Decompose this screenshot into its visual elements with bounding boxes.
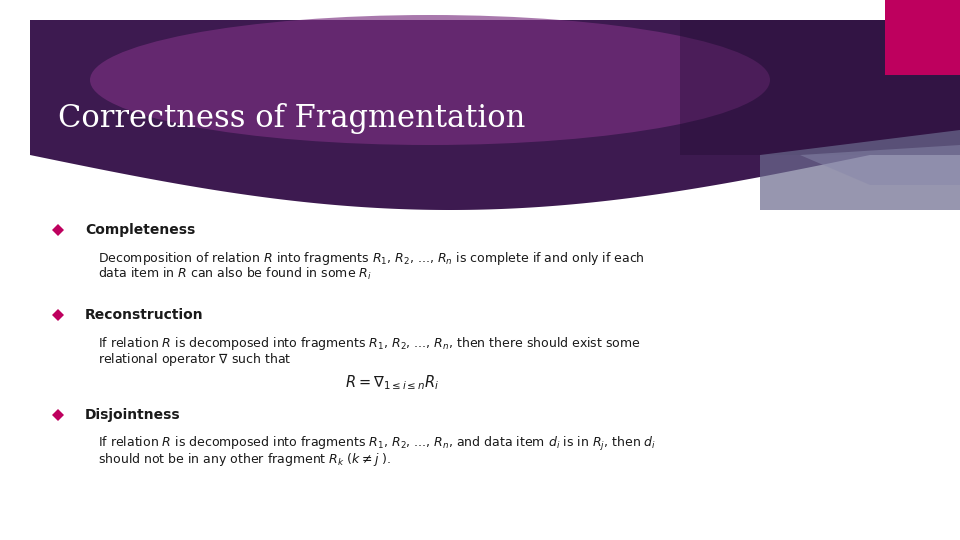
Text: If relation $R$ is decomposed into fragments $R_1$, $R_2$, ..., $R_n$, and data : If relation $R$ is decomposed into fragm… xyxy=(98,435,657,453)
Bar xyxy=(885,0,960,30)
Text: relational operator $\nabla$ such that: relational operator $\nabla$ such that xyxy=(98,351,292,368)
Text: If relation $R$ is decomposed into fragments $R_1$, $R_2$, ..., $R_n$, then ther: If relation $R$ is decomposed into fragm… xyxy=(98,335,641,352)
Bar xyxy=(885,0,960,75)
Polygon shape xyxy=(800,145,960,185)
Text: $R = \nabla_{1\leq i\leq n}R_i$: $R = \nabla_{1\leq i\leq n}R_i$ xyxy=(345,373,440,392)
Text: Disjointness: Disjointness xyxy=(85,408,180,422)
Polygon shape xyxy=(52,224,64,236)
Polygon shape xyxy=(760,130,960,210)
Text: Completeness: Completeness xyxy=(85,223,195,237)
Ellipse shape xyxy=(90,15,770,145)
Text: Decomposition of relation $R$ into fragments $R_1$, $R_2$, ..., $R_n$ is complet: Decomposition of relation $R$ into fragm… xyxy=(98,250,645,267)
Text: Correctness of Fragmentation: Correctness of Fragmentation xyxy=(58,103,525,133)
Polygon shape xyxy=(52,409,64,421)
Text: should not be in any other fragment $R_k$ ($k\neq j$ ).: should not be in any other fragment $R_k… xyxy=(98,451,392,468)
Polygon shape xyxy=(30,155,870,210)
Bar xyxy=(680,20,960,155)
Bar xyxy=(30,20,960,155)
Polygon shape xyxy=(52,309,64,321)
Text: data item in $R$ can also be found in some $R_i$: data item in $R$ can also be found in so… xyxy=(98,266,372,282)
Text: Reconstruction: Reconstruction xyxy=(85,308,204,322)
